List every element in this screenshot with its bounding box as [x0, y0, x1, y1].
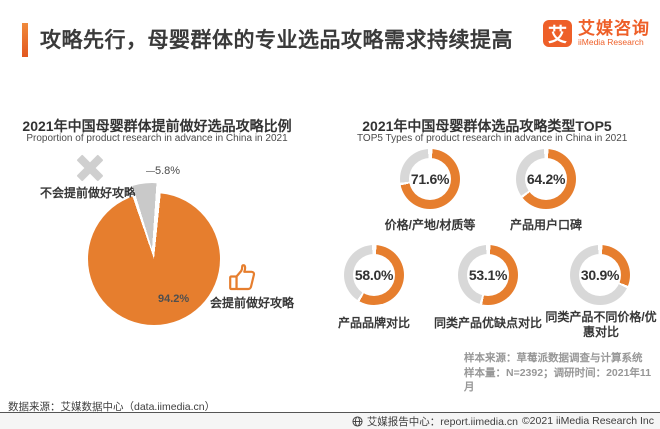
donut-label: 产品品牌对比 — [337, 316, 410, 330]
logo-name-en: iiMedia Research — [578, 37, 644, 47]
title-accent-bar — [22, 23, 28, 57]
globe-icon — [352, 415, 363, 427]
pie-label-yes: 会提前做好攻略 — [210, 296, 295, 310]
pie-small-value: 5.8% — [155, 165, 181, 177]
pie-exploded-slice — [86, 183, 218, 315]
donut-value: 58.0% — [354, 267, 394, 283]
right-chart-title: 2021年中国母婴群体选品攻略类型TOP5 — [362, 118, 612, 134]
footer-report-center: 艾媒报告中心：report.iimedia.cn — [366, 415, 518, 428]
pie-leader-line — [146, 171, 155, 172]
footer-bar: 艾媒报告中心：report.iimedia.cn ©2021 iiMedia R… — [0, 412, 660, 429]
donut-label: 价格/产地/材质等 — [384, 218, 476, 232]
sample-source: 样本来源：草莓派数据调查与计算系统 — [464, 352, 643, 364]
footer-copyright: ©2021 iiMedia Research Inc — [521, 415, 654, 427]
donut-label: 产品用户口碑 — [509, 218, 582, 232]
cross-icon — [76, 154, 104, 182]
right-chart-subtitle: TOP5 Types of product research in advanc… — [357, 133, 628, 144]
pie-chart — [86, 183, 220, 325]
donut-price-origin: 71.6% — [400, 149, 460, 209]
donut-label: 同类产品优缺点对比 — [433, 316, 542, 330]
iimedia-logo-icon: 艾 — [543, 20, 572, 47]
page-title: 攻略先行，母婴群体的专业选品攻略需求持续提高 — [40, 29, 513, 52]
left-chart-title: 2021年中国母婴群体提前做好选品攻略比例 — [22, 118, 292, 134]
sample-notes: 样本来源：草莓派数据调查与计算系统 样本量：N=2392；调研时间：2021年1… — [464, 351, 660, 395]
donut-value: 30.9% — [580, 267, 620, 283]
data-source-note: 数据来源：艾媒数据中心（data.iimedia.cn） — [8, 401, 216, 413]
donut-pros-cons: 53.1% — [458, 245, 518, 305]
sample-size: 样本量：N=2392；调研时间：2021年11月 — [464, 366, 652, 394]
donut-brand-compare: 58.0% — [344, 245, 404, 305]
donut-price-discount: 30.9% — [570, 245, 630, 305]
iimedia-logo: 艾 艾媒咨询 iiMedia Research — [543, 20, 650, 47]
donut-label: 同类产品不同价格/优惠对比 — [545, 310, 657, 339]
left-chart-subtitle: Proportion of product research in advanc… — [26, 133, 288, 144]
donut-value: 64.2% — [526, 171, 566, 187]
donut-user-reviews: 64.2% — [516, 149, 576, 209]
donut-value: 53.1% — [468, 267, 508, 283]
donut-value: 71.6% — [410, 171, 450, 187]
logo-name-cn: 艾媒咨询 — [578, 19, 650, 38]
pie-main-value: 94.2% — [158, 293, 190, 305]
thumbs-up-icon — [229, 264, 256, 291]
